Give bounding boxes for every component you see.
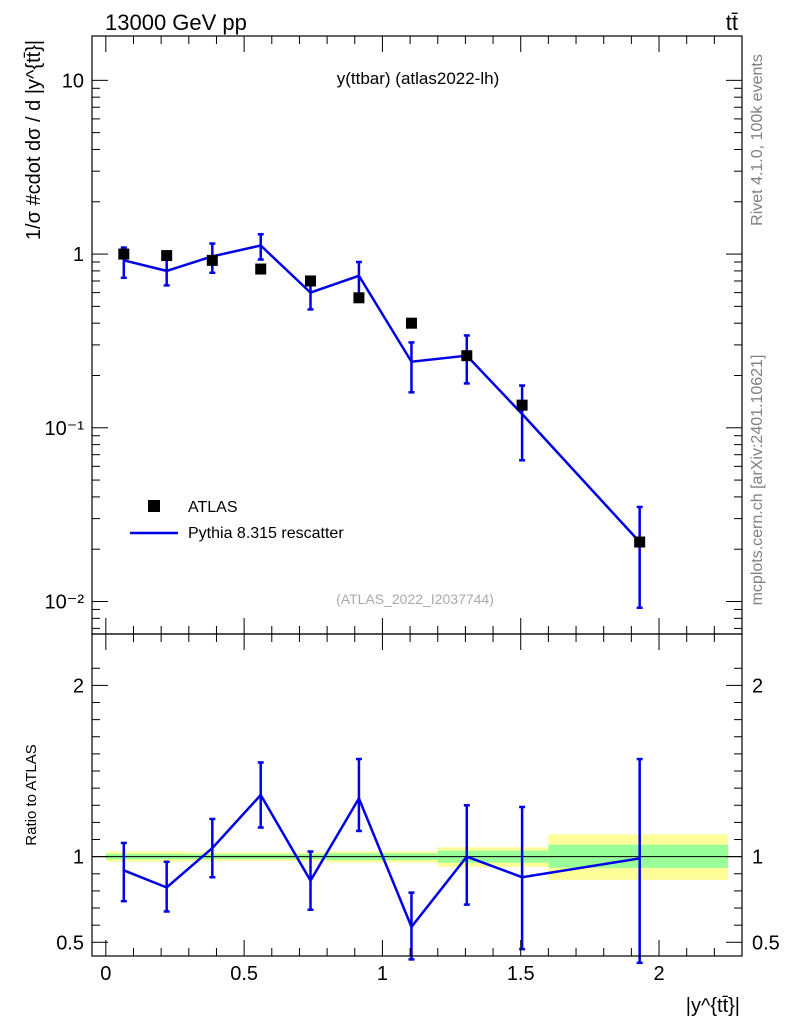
main-series-marks xyxy=(118,233,646,610)
data-point xyxy=(405,317,417,329)
legend-data-marker xyxy=(148,500,160,512)
x-axis-label: |y^{tt̄}| xyxy=(686,995,740,1017)
legend-data-label: ATLAS xyxy=(188,499,238,516)
ratio-y-tick-label: 2 xyxy=(73,675,84,697)
x-tick-labels: 0 0.5 1 1.5 2 xyxy=(100,963,664,985)
ratio-y-tick-label-right: 2 xyxy=(752,675,763,697)
main-panel: 10⁻² 10⁻¹ 1 10 y(ttbar) (atlas2022-lh) (ATL… xyxy=(23,35,743,635)
x-tick-label: 1 xyxy=(377,963,388,985)
analysis-label: (ATLAS_2022_I2037744) xyxy=(336,591,494,607)
data-point xyxy=(634,536,646,548)
main-y-tick-label: 10⁻¹ xyxy=(45,418,85,440)
ratio-series-marks xyxy=(120,757,643,965)
ratio-y-tick-label-right: 0.5 xyxy=(752,932,780,954)
ratio-y-tick-label: 1 xyxy=(73,847,84,869)
x-tick-label: 0.5 xyxy=(230,963,258,985)
ratio-y-tick-label-right: 1 xyxy=(752,847,763,869)
main-y-tick-label: 1 xyxy=(73,244,84,266)
legend-mc-label: Pythia 8.315 rescatter xyxy=(188,525,344,542)
x-tick-label: 1.5 xyxy=(507,963,535,985)
ratio-line xyxy=(123,792,640,930)
mc-line xyxy=(123,244,641,543)
ratio-frame xyxy=(91,633,743,957)
data-point xyxy=(206,254,218,266)
data-point xyxy=(353,292,365,304)
energy-label: 13000 GeV pp xyxy=(105,10,247,35)
mcplots-label: mcplots.cern.ch [arXiv:2401.10621] xyxy=(749,355,766,606)
ratio-panel: 0.5 0.5 1 1 2 2 0 0.5 1 1.5 2 Ratio to ATLAS |y^{… xyxy=(23,633,780,1017)
x-tick-label: 0 xyxy=(100,963,111,985)
main-y-tick-label: 10 xyxy=(62,70,84,92)
data-point xyxy=(255,263,267,275)
ratio-y-tick-labels: 0.5 0.5 1 1 2 2 xyxy=(56,675,780,954)
data-point xyxy=(516,399,528,411)
ratio-y-tick-label: 0.5 xyxy=(56,932,84,954)
data-point xyxy=(161,250,173,262)
data-point xyxy=(118,248,130,260)
process-label: tt̄ xyxy=(726,10,738,35)
legend: ATLAS Pythia 8.315 rescatter xyxy=(130,499,344,542)
ratio-ticks xyxy=(92,634,742,956)
main-y-tick-label: 10⁻² xyxy=(45,591,85,613)
ratio-y-axis-label: Ratio to ATLAS xyxy=(23,744,40,845)
main-y-tick-labels: 10⁻² 10⁻¹ 1 10 xyxy=(45,70,85,613)
main-y-axis-label: 1/σ #cdot dσ / d |y^{tt̄}| xyxy=(23,40,45,240)
rivet-label: Rivet 4.1.0, 100k events xyxy=(749,54,766,226)
main-title: y(ttbar) (atlas2022-lh) xyxy=(337,69,500,88)
main-ticks xyxy=(92,36,742,634)
x-tick-label: 2 xyxy=(653,963,664,985)
data-point xyxy=(461,350,473,362)
data-point xyxy=(305,275,317,287)
